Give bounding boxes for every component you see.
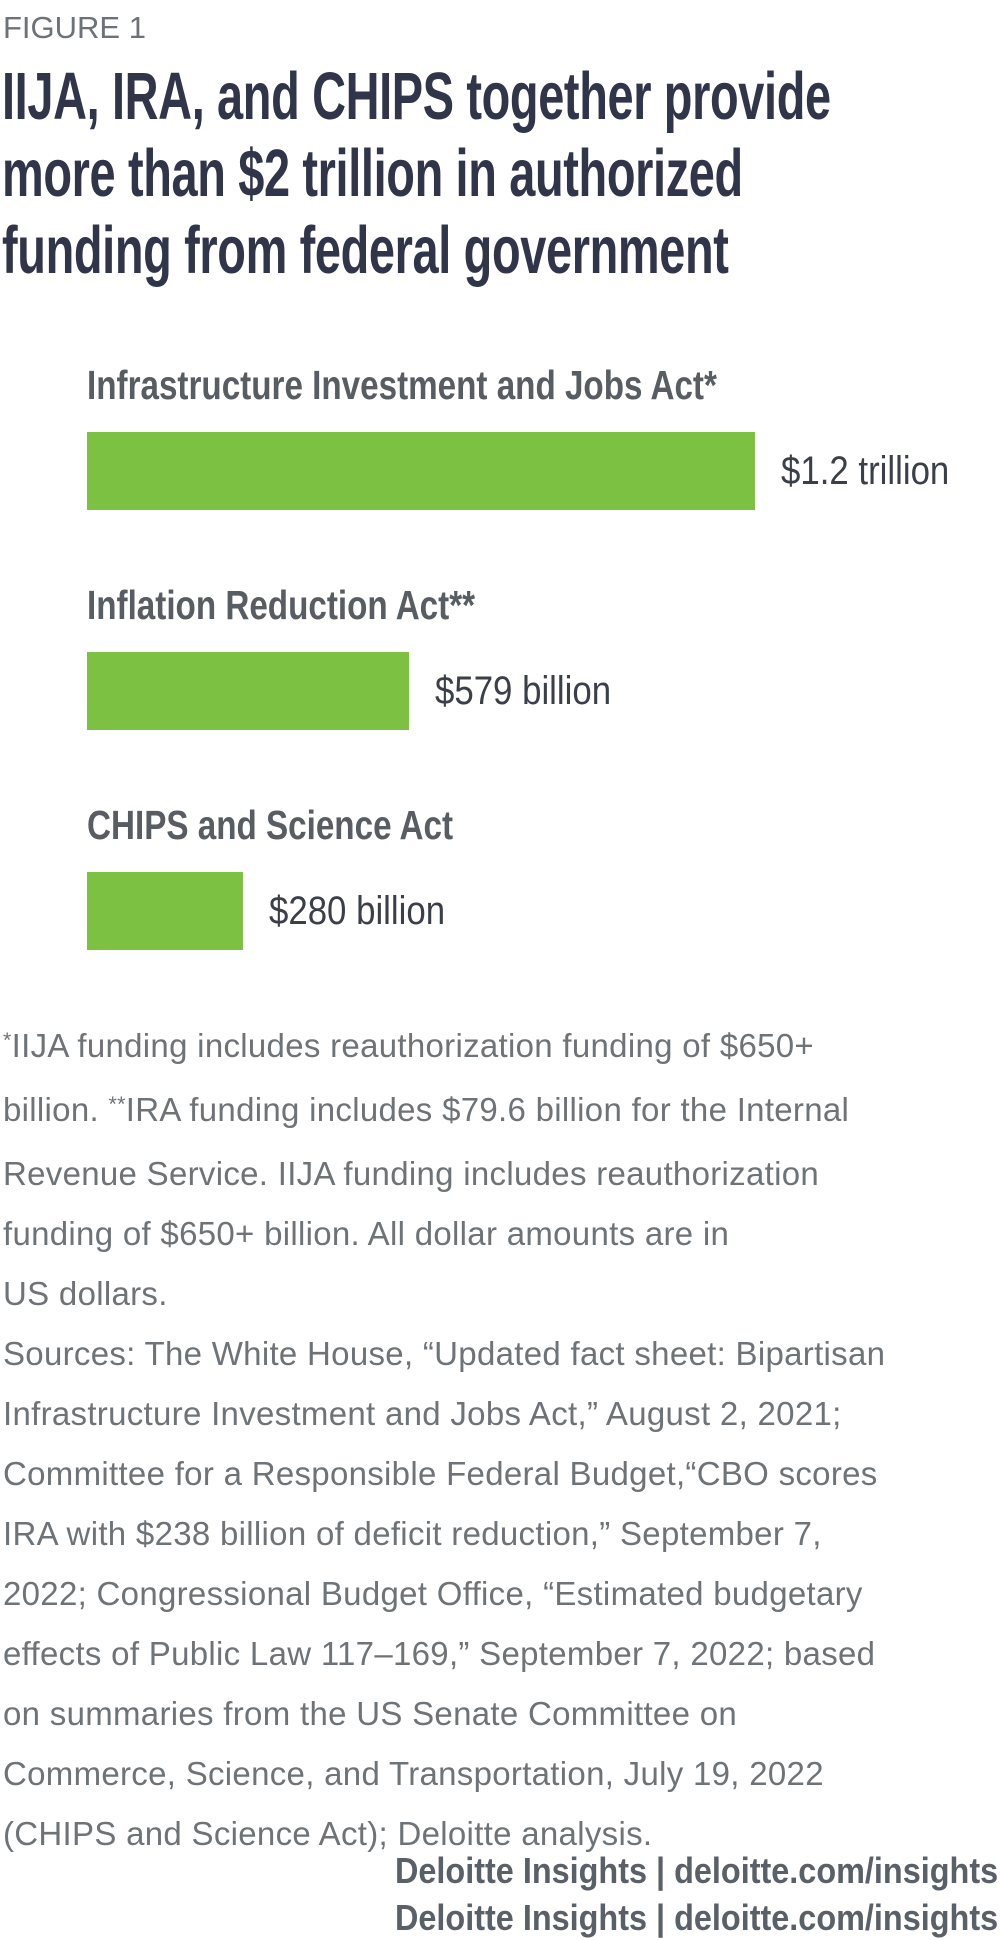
footnote-text: US dollars. — [3, 1275, 168, 1312]
footnote-and-sources: *IIJA funding includes reauthorization f… — [3, 1016, 1000, 1864]
sources-line: Commerce, Science, and Transportation, J… — [3, 1755, 824, 1792]
figure-title-line: IIJA, IRA, and CHIPS together provide — [2, 59, 831, 134]
clipped-next-line: Deloitte Insights | deloitte.com/insight… — [394, 1897, 998, 1938]
footnote-line: funding of $650+ billion. All dollar amo… — [3, 1204, 1000, 1264]
sources-line: Sources: The White House, “Updated fact … — [3, 1335, 886, 1372]
footnote-text: Revenue Service. IIJA funding includes r… — [3, 1155, 820, 1192]
footnote-text: funding of $650+ billion. All dollar amo… — [3, 1215, 730, 1252]
chart-row: Infrastructure Investment and Jobs Act* $… — [87, 360, 1000, 510]
bar-category-label: Infrastructure Investment and Jobs Act* — [87, 362, 717, 408]
footnote-asterisk: ** — [108, 1092, 126, 1117]
footnote-line: Revenue Service. IIJA funding includes r… — [3, 1144, 1000, 1204]
sources-line: IRA with $238 billion of deficit reducti… — [3, 1515, 822, 1552]
footnote-line: US dollars. — [3, 1264, 1000, 1324]
chart-row: Inflation Reduction Act** $579 billion — [87, 580, 1000, 730]
chart-row: CHIPS and Science Act $280 billion — [87, 800, 1000, 950]
figure-number-label: FIGURE 1 — [3, 10, 146, 45]
deloitte-insights-attribution: Deloitte Insights | deloitte.com/insight… — [394, 1850, 998, 1891]
figure-title: IIJA, IRA, and CHIPS together provide mor… — [2, 58, 1000, 289]
footnote-text: billion. — [3, 1091, 109, 1128]
sources-line: Committee for a Responsible Federal Budg… — [3, 1455, 878, 1492]
footnote-text: IRA funding includes $79.6 billion for t… — [125, 1091, 850, 1128]
sources-line: 2022; Congressional Budget Office, “Esti… — [3, 1575, 863, 1612]
sources-line: (CHIPS and Science Act); Deloitte analys… — [3, 1815, 653, 1852]
sources-line: effects of Public Law 117–169,” Septembe… — [3, 1635, 876, 1672]
bar-category-label: CHIPS and Science Act — [87, 802, 454, 848]
footnote-line: *IIJA funding includes reauthorization f… — [3, 1016, 1000, 1080]
bar-category-label: Inflation Reduction Act** — [87, 582, 476, 628]
bar-value-label: $579 billion — [435, 668, 612, 713]
bar — [87, 872, 243, 950]
bar-line: $280 billion — [87, 872, 1000, 950]
bar-line: $579 billion — [87, 652, 1000, 730]
figure-title-line: more than $2 trillion in authorized — [2, 136, 743, 211]
sources-line: on summaries from the US Senate Committe… — [3, 1695, 737, 1732]
bar — [87, 432, 755, 510]
footnote-text: IIJA funding includes reauthorization fu… — [11, 1027, 815, 1064]
bar — [87, 652, 409, 730]
bar-value-label: $1.2 trillion — [781, 448, 950, 493]
bar-line: $1.2 trillion — [87, 432, 1000, 510]
sources-line: Infrastructure Investment and Jobs Act,”… — [3, 1395, 842, 1432]
figure-title-line: funding from federal government — [2, 213, 729, 288]
bar-chart: Infrastructure Investment and Jobs Act* $… — [87, 360, 1000, 950]
footnote-asterisk: * — [3, 1028, 12, 1053]
footnote-line: billion. **IRA funding includes $79.6 bi… — [3, 1080, 1000, 1144]
bar-value-label: $280 billion — [269, 888, 446, 933]
